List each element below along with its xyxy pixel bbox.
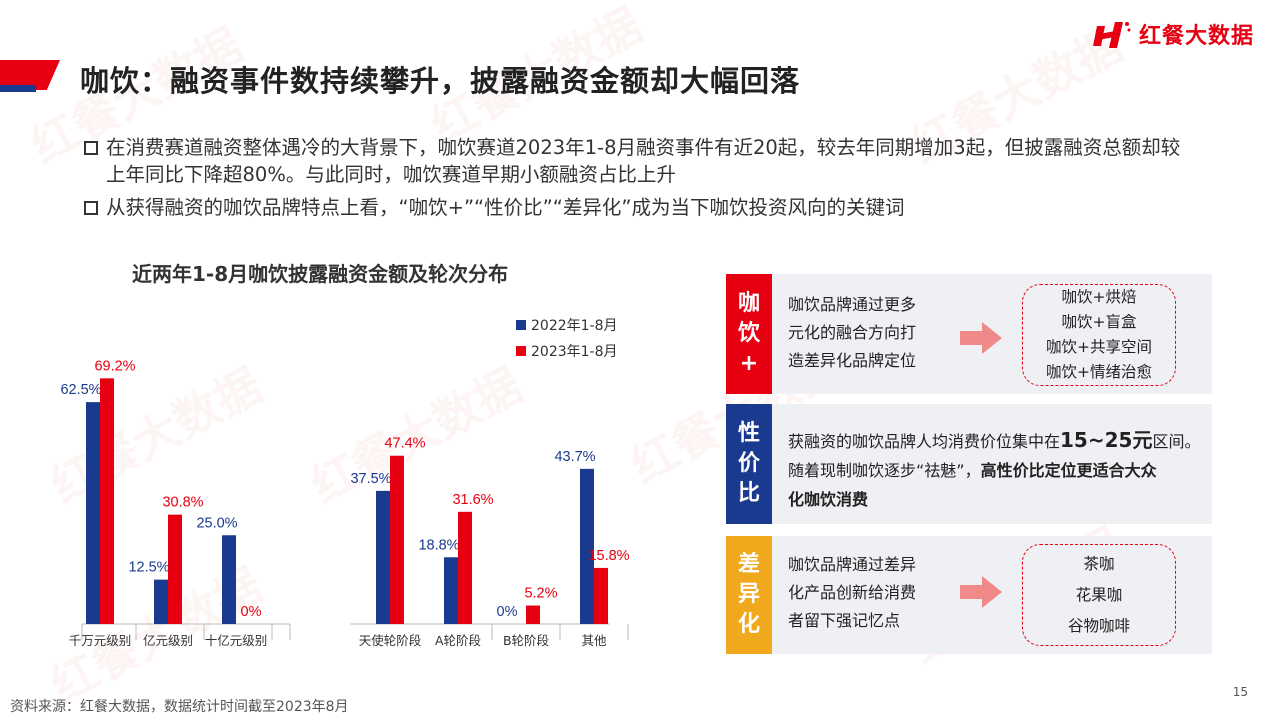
legend-swatch [516,346,526,356]
legend-label: 2022年1-8月 [531,318,618,334]
bar-2023 [526,605,540,624]
data-label: 69.2% [94,358,135,374]
bullet-text: 在消费赛道融资整体遇冷的大背景下，咖饮赛道2023年1-8月融资事件有近20起，… [106,136,1181,186]
keyword-box: 茶咖 花果咖 谷物咖啡 [1022,544,1176,646]
bar-2023 [168,514,182,624]
keyword-item: 咖饮+情绪治愈 [1046,363,1152,381]
bar-2023 [390,455,404,624]
bar-2022 [154,579,168,624]
keyword-box: 咖饮+烘焙 咖饮+盲盒 咖饮+共享空间 咖饮+情绪治愈 [1022,284,1176,386]
text-line: 元化的融合方向打 [788,323,917,342]
tag-char: 化 [737,612,760,637]
bar-2023 [594,567,608,624]
tag-char: 饮 [737,321,760,346]
bar-2023 [100,378,114,624]
data-label: 30.8% [162,495,203,511]
x-tick-label: 亿元级别 [143,633,193,648]
bar-2023 [458,511,472,624]
keyword-item: 谷物咖啡 [1067,616,1130,635]
x-tick-label: A轮阶段 [435,633,481,648]
bar-2022 [86,402,100,624]
text-line: 化咖饮消费 [788,490,869,509]
x-tick-label: 天使轮阶段 [359,633,422,648]
panel-tag: 咖 饮 + [726,274,772,394]
tag-char: 价 [737,451,760,476]
page-title: 咖饮：融资事件数持续攀升，披露融资金额却大幅回落 [80,64,801,98]
chart-title: 近两年1-8月咖饮披露融资金额及轮次分布 [132,262,509,286]
keyword-item: 咖饮+盲盒 [1061,313,1137,331]
panel-value-for-money: 性 价 比 获融资的咖饮品牌人均消费价位集中在15~25元区间。 随着现制咖饮逐… [726,404,1212,524]
keyword-item: 咖饮+共享空间 [1046,338,1152,356]
panel-coffee-plus: 咖 饮 + 咖饮品牌通过更多 元化的融合方向打 造差异化品牌定位 咖饮+烘焙 咖… [726,274,1212,394]
title-accent-blue [0,85,36,92]
keyword-item: 茶咖 [1083,554,1115,573]
tag-char: 性 [737,421,760,446]
data-label: 12.5% [128,560,169,576]
data-label: 43.7% [554,449,595,465]
data-label: 47.4% [384,436,425,452]
data-label: 5.2% [524,586,557,602]
panel-description: 获融资的咖饮品牌人均消费价位集中在15~25元区间。 随着现制咖饮逐步“祛魅”，… [788,426,1208,514]
x-tick-label: B轮阶段 [503,633,549,648]
data-label: 31.6% [452,492,493,508]
panel-differentiation: 差 异 化 咖饮品牌通过差异 化产品创新给消费 者留下强记忆点 茶咖 花果咖 谷… [726,536,1212,654]
arrow-right-icon [960,576,1002,608]
logo-mark-icon [1092,18,1133,50]
text-line: 造差异化品牌定位 [788,351,917,370]
text-line: 化产品创新给消费 [788,583,917,602]
legend-swatch [516,320,526,330]
checkbox-square-icon [84,141,98,155]
logo: 红餐大数据 [1092,18,1254,50]
bullet-item: 在消费赛道融资整体遇冷的大背景下，咖饮赛道2023年1-8月融资事件有近20起，… [84,134,1194,188]
text-line: 者留下强记忆点 [788,611,901,630]
bar-2022 [222,535,236,624]
panel-description: 咖饮品牌通过更多 元化的融合方向打 造差异化品牌定位 [788,291,916,375]
bar-chart: 62.5% 69.2% 千万元级别 12.5% 30.8% 亿元级别 25.0% 0% 十亿元级… [60,318,629,648]
x-tick-label: 千万元级别 [69,633,132,648]
checkbox-square-icon [84,201,98,215]
tag-char: 差 [737,552,760,577]
source-note: 资料来源：红餐大数据，数据统计时间截至2023年8月 [10,699,349,715]
keyword-item: 花果咖 [1075,585,1123,604]
bullet-text: 从获得融资的咖饮品牌特点上看，“咖饮+”“性价比”“差异化”成为当下咖饮投资风向… [106,196,905,219]
tag-char: 比 [737,481,760,506]
x-tick-label: 十亿元级别 [205,633,268,648]
page-number: 15 [1232,685,1248,699]
text-line: 咖饮品牌通过更多 [788,295,917,314]
logo-text: 红餐大数据 [1138,24,1254,49]
bar-2022 [444,557,458,624]
tag-char: + [739,351,759,376]
data-label: 0% [241,604,262,620]
tag-char: 异 [737,582,760,607]
legend-label: 2023年1-8月 [531,344,618,360]
data-label: 18.8% [418,537,459,553]
text-line: 咖饮品牌通过差异 [788,555,917,574]
bullet-list: 在消费赛道融资整体遇冷的大背景下，咖饮赛道2023年1-8月融资事件有近20起，… [84,134,1194,227]
data-label: 62.5% [60,382,101,398]
data-label: 15.8% [588,548,629,564]
panel-tag: 性 价 比 [726,404,772,524]
keyword-item: 咖饮+烘焙 [1061,288,1137,306]
panel-tag: 差 异 化 [726,536,772,654]
data-label: 0% [497,604,518,620]
arrow-right-icon [960,322,1002,354]
text-line: 随着现制咖饮逐步“祛魅”，高性价比定位更适合大众 [788,461,1157,480]
data-label: 37.5% [350,471,391,487]
bar-2022 [580,468,594,624]
data-label: 25.0% [196,515,237,531]
bullet-item: 从获得融资的咖饮品牌特点上看，“咖饮+”“性价比”“差异化”成为当下咖饮投资风向… [84,194,1194,221]
x-tick-label: 其他 [581,633,607,648]
bar-2022 [376,490,390,624]
tag-char: 咖 [737,291,760,316]
panel-description: 咖饮品牌通过差异 化产品创新给消费 者留下强记忆点 [788,551,916,635]
text-line: 获融资的咖饮品牌人均消费价位集中在15~25元区间。 [788,428,1201,452]
